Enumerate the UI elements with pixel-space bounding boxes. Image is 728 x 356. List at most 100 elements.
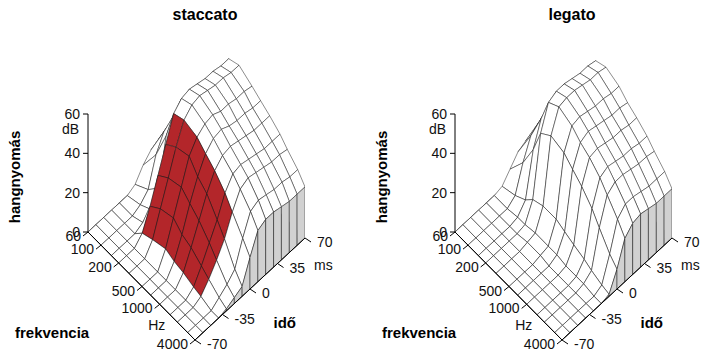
chart-title: staccato <box>173 6 238 23</box>
tick-label: 60 <box>64 106 80 122</box>
page: {"chart_data": [ {"type": "waterfall", "… <box>0 0 728 356</box>
tick <box>195 340 201 344</box>
axes: 02040606010020050010004000-70-3503570 <box>64 106 332 352</box>
surface-side <box>250 231 258 289</box>
tick <box>557 340 562 344</box>
tick <box>645 264 651 268</box>
tick <box>223 315 229 319</box>
waterfall-chart: 02040606010020050010004000-70-3503570dBH… <box>6 6 333 352</box>
tick-label: 200 <box>88 259 112 275</box>
tick-label: 100 <box>71 241 95 257</box>
tick-label: 20 <box>431 185 447 201</box>
surface <box>88 59 305 340</box>
surface-side <box>664 189 672 246</box>
surface-side <box>258 219 266 281</box>
tick <box>190 340 195 344</box>
y-axis <box>195 238 305 340</box>
waterfall-chart: 02040606010020050010004000-70-3503570dBH… <box>373 6 700 352</box>
tick <box>522 304 527 308</box>
tick-label: 1000 <box>489 300 520 316</box>
tick <box>481 263 486 267</box>
tick <box>83 232 88 236</box>
tick-label: 0 <box>629 285 637 301</box>
tick-label: 35 <box>657 260 673 276</box>
tick <box>250 289 256 293</box>
chart-title: legato <box>548 6 595 23</box>
axis-title: frekvencia <box>382 324 457 341</box>
surface-side <box>297 187 305 245</box>
surface-side <box>617 238 625 289</box>
unit-label: ms <box>681 257 700 273</box>
tick-label: 1000 <box>122 300 153 316</box>
tick <box>83 114 88 115</box>
tick-label: 4000 <box>524 336 555 352</box>
tick <box>450 153 455 154</box>
z-axis <box>455 114 456 232</box>
surface-face <box>188 325 203 340</box>
tick-label: 70 <box>317 234 333 250</box>
tick-label: 35 <box>290 260 306 276</box>
tick <box>155 304 160 308</box>
tick-label: 4000 <box>157 336 188 352</box>
unit-label: dB <box>62 121 79 137</box>
surface-side <box>656 196 664 253</box>
tick-label: 70 <box>684 234 700 250</box>
tick-label: 40 <box>431 145 447 161</box>
surface-side <box>641 209 649 267</box>
floor <box>455 130 672 340</box>
y-axis <box>562 238 672 340</box>
tick <box>450 232 455 236</box>
tick <box>450 114 455 115</box>
tick <box>114 263 119 267</box>
surface-side <box>648 203 656 260</box>
surface-side <box>274 207 282 267</box>
tick <box>450 192 455 193</box>
x-axis <box>455 232 562 340</box>
axis-title: hangnyomás <box>373 131 390 224</box>
tick <box>562 340 568 344</box>
tick-label: 200 <box>455 259 479 275</box>
tick-label: 0 <box>262 285 270 301</box>
tick-label: -70 <box>574 336 594 352</box>
unit-label: ms <box>314 257 333 273</box>
figure: 02040606010020050010004000-70-3503570dBH… <box>0 0 728 356</box>
tick-label: 500 <box>112 283 136 299</box>
surface-side <box>266 212 274 274</box>
surface-side <box>234 287 242 304</box>
tick <box>83 153 88 154</box>
floor <box>88 130 305 340</box>
tick <box>617 289 623 293</box>
unit-label: Hz <box>515 317 532 333</box>
surface-side <box>633 214 641 274</box>
tick-label: 60 <box>431 106 447 122</box>
tick-label: 40 <box>64 145 80 161</box>
tick-label: -35 <box>602 311 622 327</box>
z-axis <box>88 114 89 232</box>
tick-label: 500 <box>479 283 503 299</box>
surface-face <box>555 325 570 340</box>
surface-side <box>281 201 289 260</box>
axis-title: frekvencia <box>15 324 90 341</box>
surface-side <box>625 223 633 281</box>
surface-side <box>289 194 297 252</box>
tick-label: -70 <box>207 336 227 352</box>
tick <box>278 264 284 268</box>
axis-title: hangnyomás <box>6 131 23 224</box>
tick-label: 20 <box>64 185 80 201</box>
tick <box>305 238 311 242</box>
tick <box>672 238 678 242</box>
grid-line <box>88 232 195 340</box>
tick <box>504 287 509 291</box>
axis-title: idő <box>274 314 297 331</box>
axes: 02040606010020050010004000-70-3503570 <box>431 106 699 352</box>
tick-label: 100 <box>438 241 462 257</box>
unit-label: dB <box>429 121 446 137</box>
tick-label: -35 <box>235 311 255 327</box>
x-axis <box>88 232 195 340</box>
unit-label: Hz <box>148 317 165 333</box>
tick <box>96 245 101 249</box>
axis-title: idő <box>641 314 664 331</box>
grid-line <box>455 232 562 340</box>
tick <box>463 245 468 249</box>
tick <box>590 315 596 319</box>
